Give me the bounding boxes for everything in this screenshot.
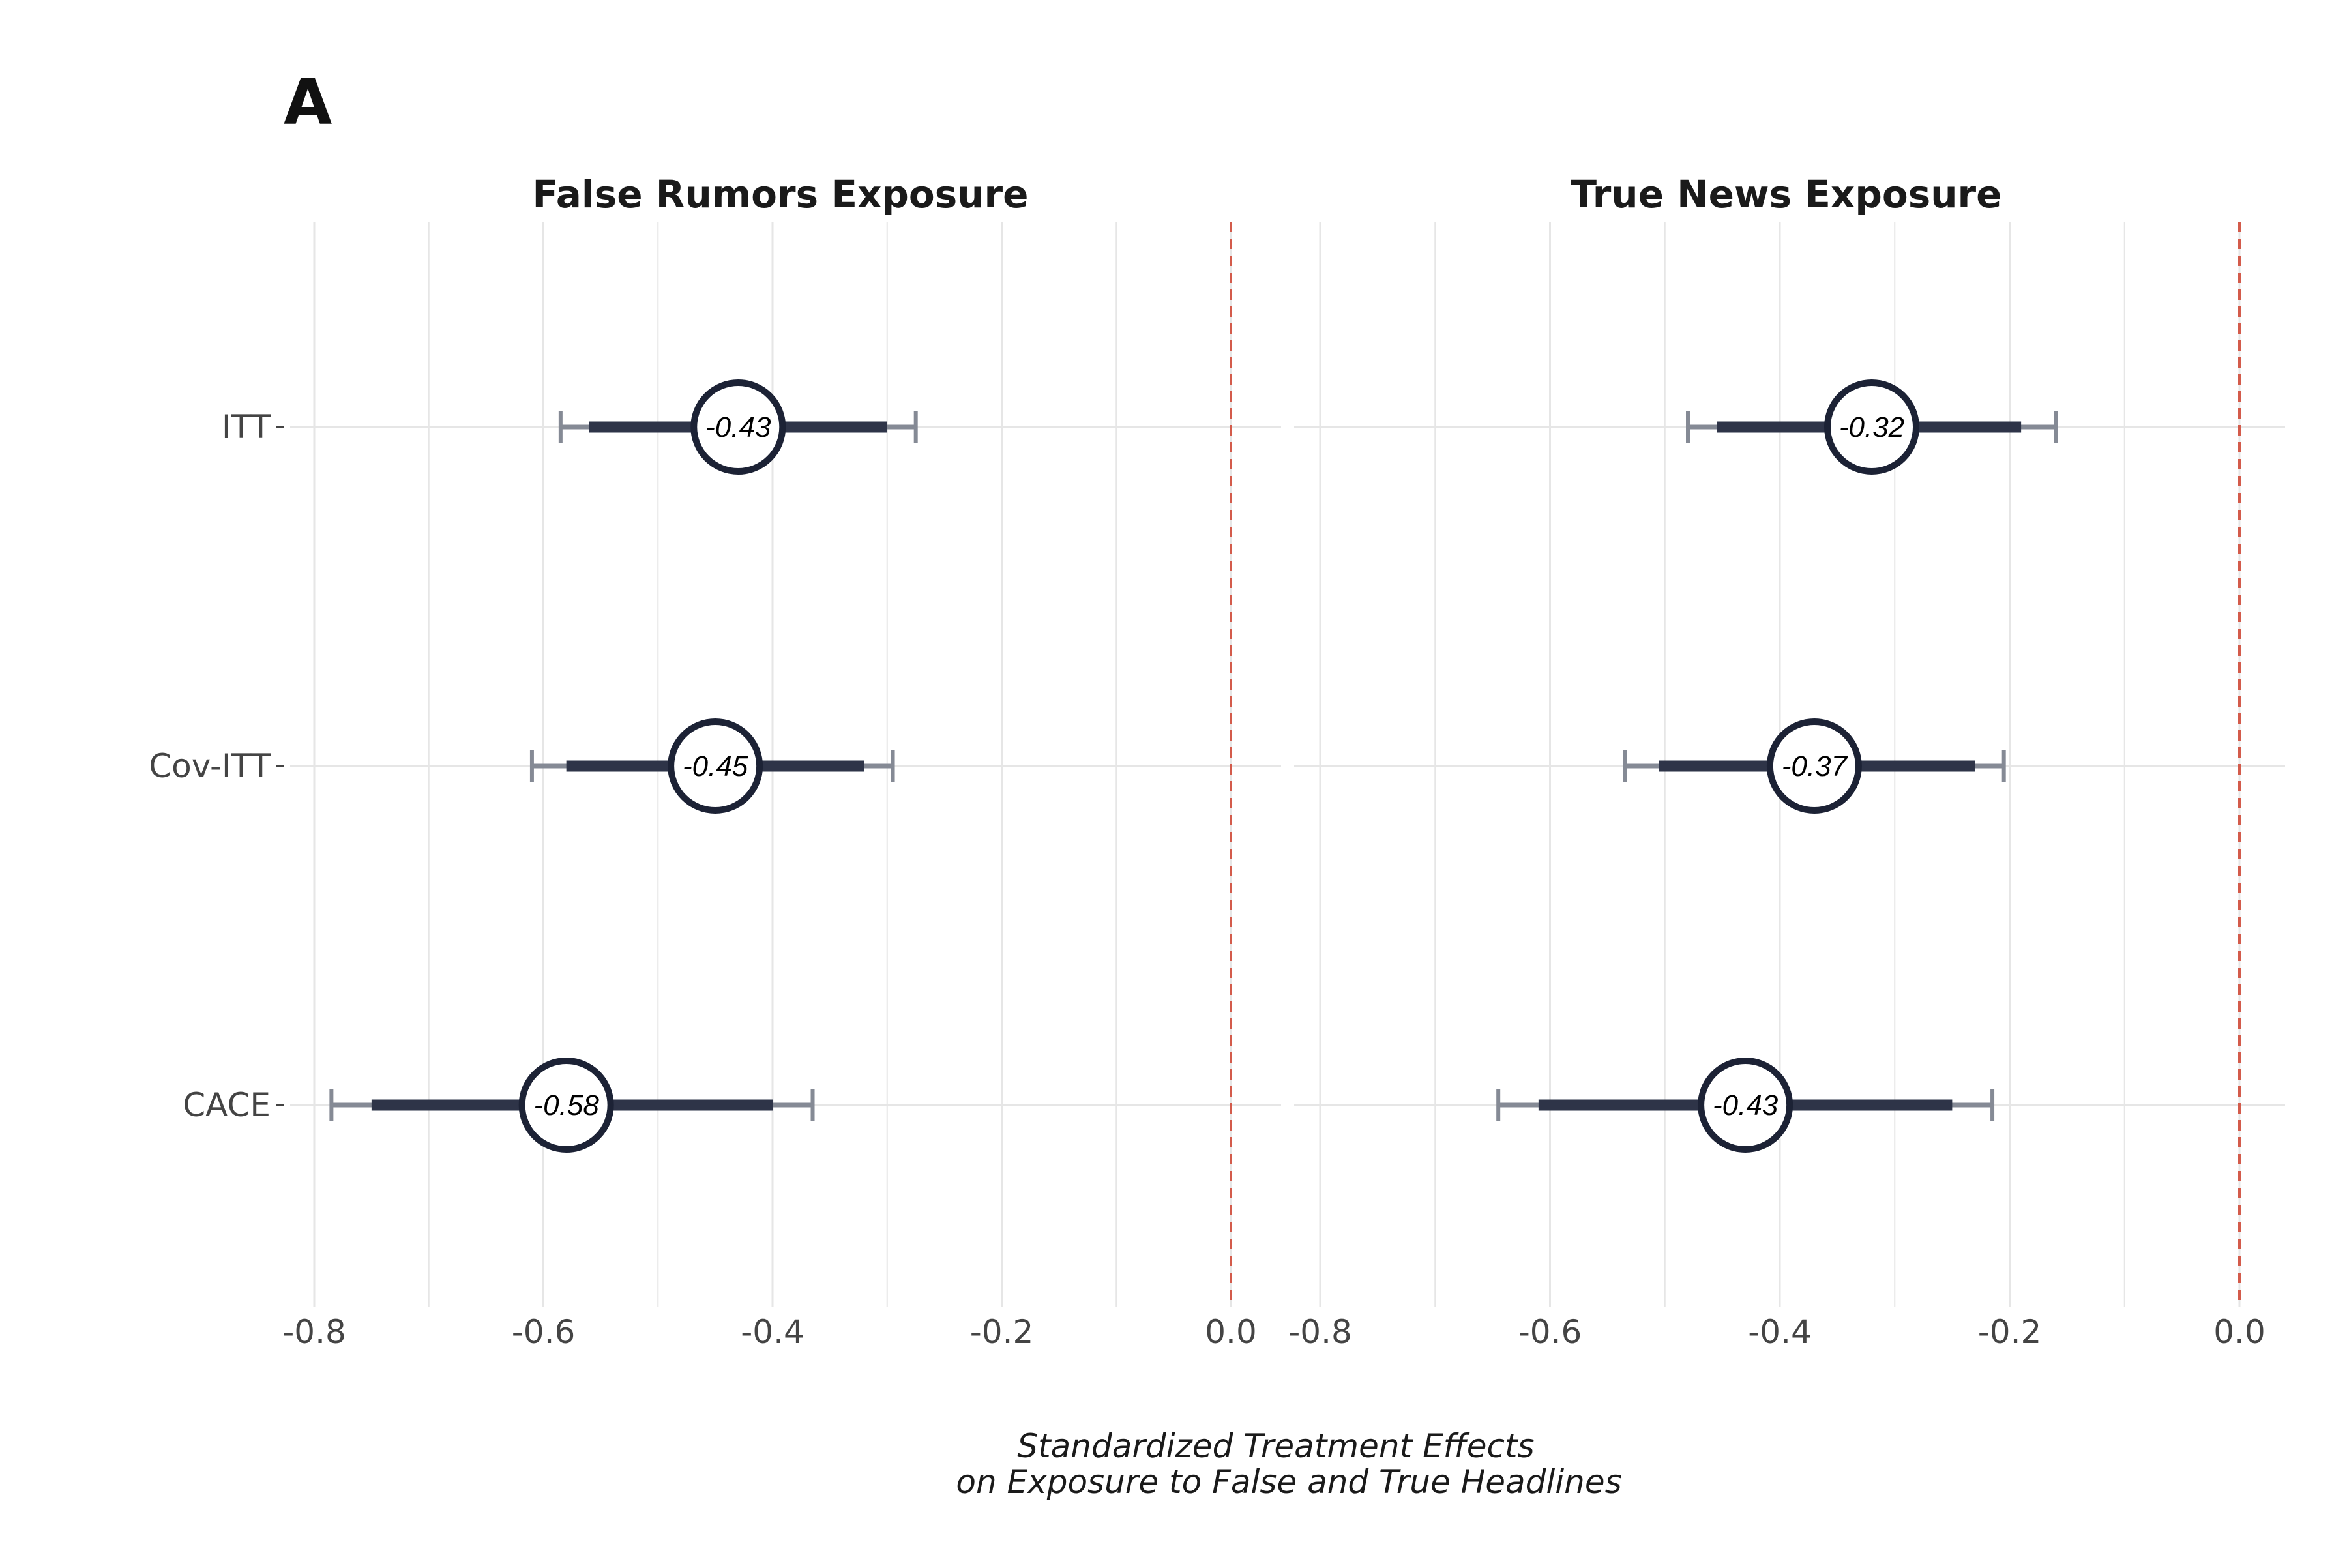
panel-2: True News Exposure -0.8 -0.6 -0.4 -0.2 0.0 -0.… xyxy=(1288,172,2285,1351)
x-tick-label: 0.0 xyxy=(2213,1313,2266,1351)
x-tick-label: -0.2 xyxy=(970,1313,1034,1351)
point-estimate-circle xyxy=(668,718,763,814)
panel-1: False Rumors Exposure -0.8 -0.6 -0.4 -0.2 0.0… xyxy=(149,172,1281,1351)
y-category-label: ITT xyxy=(222,408,271,446)
panels: False Rumors Exposure -0.8 -0.6 -0.4 -0.2 0.0… xyxy=(149,172,2285,1351)
point-estimate-label: -0.43 xyxy=(1713,1089,1779,1121)
y-category-label: Cov-ITT xyxy=(149,747,271,785)
x-tick-label: -0.6 xyxy=(512,1313,576,1351)
estimate-itt: -0.32 xyxy=(1686,379,2058,475)
point-estimate-label: -0.58 xyxy=(534,1089,600,1121)
panel-letter: A xyxy=(284,66,332,139)
point-estimate-circle xyxy=(518,1058,614,1153)
estimate-cace: -0.58 xyxy=(329,1058,815,1153)
x-tick-label: -0.8 xyxy=(1288,1313,1352,1351)
point-estimate-circle xyxy=(1766,718,1862,814)
estimate-cov-itt: -0.37 xyxy=(1623,718,2006,814)
x-tick-label: 0.0 xyxy=(1205,1313,1257,1351)
estimate-itt: -0.43 xyxy=(558,379,918,475)
point-estimate-circle xyxy=(1824,379,1919,475)
point-estimate-label: -0.32 xyxy=(1839,411,1904,443)
x-tick-label: -0.6 xyxy=(1518,1313,1582,1351)
point-estimate-circle xyxy=(1698,1058,1793,1153)
x-axis-title-line-2: on Exposure to False and True Headlines xyxy=(956,1463,1621,1501)
point-estimate-label: -0.43 xyxy=(705,411,771,443)
y-category-label: CACE xyxy=(183,1086,271,1124)
panel-title: True News Exposure xyxy=(1571,172,2002,216)
point-estimate-circle xyxy=(690,379,786,475)
estimate-cace: -0.43 xyxy=(1496,1058,1995,1153)
estimate-cov-itt: -0.45 xyxy=(529,718,895,814)
panel-title: False Rumors Exposure xyxy=(533,172,1029,216)
x-tick-label: -0.4 xyxy=(741,1313,804,1351)
point-estimate-label: -0.45 xyxy=(683,750,748,782)
x-tick-label: -0.2 xyxy=(1978,1313,2042,1351)
point-estimate-label: -0.37 xyxy=(1782,750,1848,782)
x-tick-label: -0.8 xyxy=(282,1313,346,1351)
x-axis-title-line-1: Standardized Treatment Effects xyxy=(1017,1427,1534,1465)
x-tick-label: -0.4 xyxy=(1748,1313,1812,1351)
